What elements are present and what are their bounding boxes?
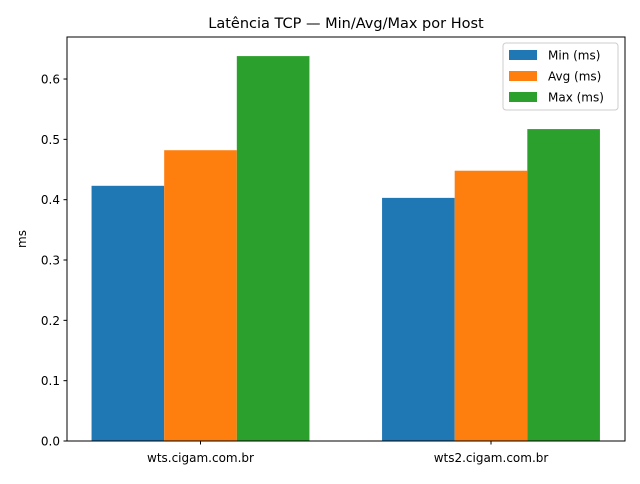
legend-swatch: [509, 92, 537, 102]
x-tick-label: wts2.cigam.com.br: [434, 451, 549, 465]
x-tick-label: wts.cigam.com.br: [147, 451, 254, 465]
bar-avg-0: [164, 150, 237, 441]
y-axis-label: ms: [15, 230, 29, 248]
y-tick-label: 0.3: [41, 254, 60, 268]
chart-title: Latência TCP — Min/Avg/Max por Host: [208, 16, 484, 32]
y-tick-label: 0.1: [41, 374, 60, 388]
bar-min-0: [91, 185, 165, 441]
plot-frame: [66, 36, 626, 442]
bar-min-1: [382, 197, 455, 441]
y-tick-label: 0.2: [41, 314, 60, 328]
legend-label: Min (ms): [548, 49, 600, 63]
bar-max-0: [236, 56, 310, 441]
legend: Min (ms) Avg (ms) Max (ms): [502, 42, 619, 111]
legend-swatch: [509, 50, 537, 60]
legend-swatch: [509, 71, 537, 81]
legend-label: Max (ms): [548, 91, 604, 105]
y-tick-label: 0.0: [41, 435, 60, 449]
bar-max-1: [527, 129, 600, 441]
legend-label: Avg (ms): [548, 70, 601, 84]
bar-avg-1: [454, 170, 528, 441]
y-tick-label: 0.4: [41, 193, 60, 207]
y-tick-label: 0.5: [41, 133, 60, 147]
y-tick-label: 0.6: [41, 73, 60, 87]
